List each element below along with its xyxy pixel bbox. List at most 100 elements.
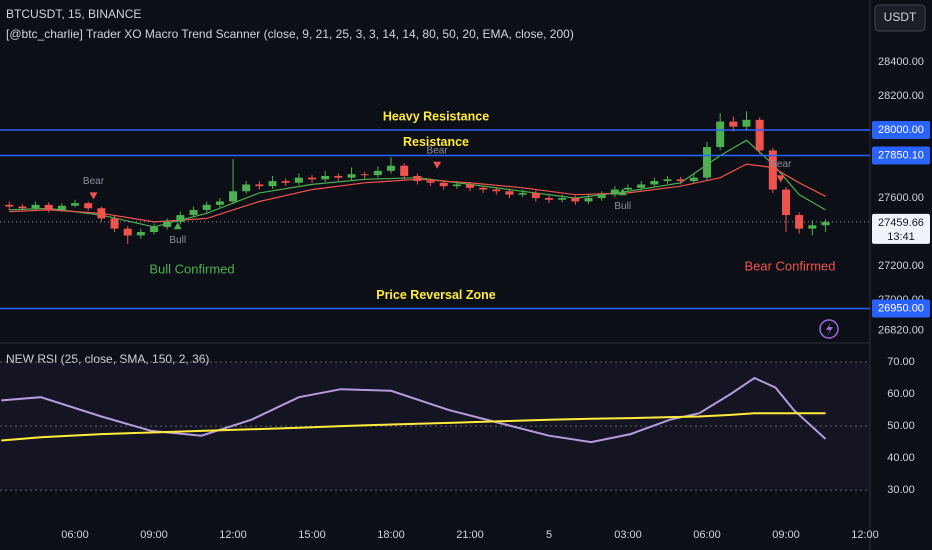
candle-body <box>808 225 817 229</box>
candle-body <box>281 181 290 183</box>
candle-body <box>716 121 725 148</box>
candle-body <box>676 179 685 182</box>
candle-body <box>255 184 264 187</box>
indicator-title: [@btc_charlie] Trader XO Macro Trend Sca… <box>6 27 574 41</box>
candle-body <box>637 184 646 188</box>
candle-body <box>518 192 527 195</box>
line-series <box>1 412 826 442</box>
candle-body <box>5 204 14 207</box>
candle-body <box>334 175 343 178</box>
x-tick-label: 12:00 <box>219 529 247 541</box>
alert-bolt <box>826 322 833 336</box>
level-badge <box>872 299 930 318</box>
level-badge-label: 28000.00 <box>878 124 924 136</box>
y-tick-label: 27600.00 <box>878 192 924 204</box>
candle-body <box>689 177 698 182</box>
y-tick-label: 26820.00 <box>878 325 924 337</box>
candle-body <box>479 187 488 190</box>
y-tick-label: 28400.00 <box>878 56 924 68</box>
candle-body <box>347 174 356 178</box>
signal-label: Bull <box>169 235 186 246</box>
candle-body <box>545 198 554 200</box>
y-tick-label: 30.00 <box>887 484 915 496</box>
chart-title: BTCUSDT, 15, BINANCE <box>6 7 141 21</box>
currency-button[interactable] <box>874 4 926 32</box>
candle-body <box>229 191 238 202</box>
signal-label: Bear <box>770 159 792 170</box>
signal-label: Bear <box>427 145 449 156</box>
candle-body <box>294 177 303 183</box>
candle-body <box>150 226 159 233</box>
x-tick-label: 03:00 <box>614 529 642 541</box>
candle-body <box>189 209 198 216</box>
candle-body <box>452 184 461 187</box>
signal-marker <box>776 175 785 183</box>
candle-body <box>610 189 619 195</box>
x-tick-label: 06:00 <box>61 529 89 541</box>
candle-body <box>31 204 40 209</box>
candle-body <box>624 187 633 190</box>
candle-body <box>387 165 396 171</box>
y-tick-label: 50.00 <box>887 420 915 432</box>
candle-body <box>413 175 422 182</box>
candle-body <box>242 184 251 192</box>
candle-body <box>202 204 211 210</box>
signal-label: Bear <box>83 176 105 187</box>
candle-body <box>729 121 738 127</box>
candle-body <box>571 198 580 202</box>
x-tick-label: 06:00 <box>693 529 721 541</box>
level-badge-label: 26950.00 <box>878 302 924 314</box>
signal-marker <box>618 188 627 196</box>
y-tick-label: 60.00 <box>887 388 915 400</box>
candle-body <box>755 119 764 151</box>
candle-body <box>663 179 672 182</box>
alert-icon[interactable] <box>819 319 839 339</box>
candle-body <box>308 177 317 180</box>
last-price-badge <box>872 213 930 244</box>
level-badge <box>872 121 930 140</box>
candle-body <box>531 192 540 199</box>
countdown-label: 13:41 <box>887 231 915 243</box>
level-name: Heavy Resistance <box>383 109 489 123</box>
candle-body <box>742 119 751 127</box>
y-tick-label: 70.00 <box>887 356 915 368</box>
signal-label: Bull <box>614 201 631 212</box>
candle-body <box>268 181 277 187</box>
candle-body <box>558 198 567 200</box>
candle-body <box>584 198 593 202</box>
level-badge <box>872 146 930 165</box>
currency-label: USDT <box>884 10 917 24</box>
candle-body <box>360 174 369 176</box>
candle-body <box>176 215 185 222</box>
level-badge-label: 27850.10 <box>878 149 924 161</box>
level-name: Price Reversal Zone <box>376 288 496 302</box>
candle-body <box>110 218 119 229</box>
candle-body <box>84 203 93 209</box>
candle-body <box>97 208 106 219</box>
candle-body <box>597 194 606 199</box>
level-name: Resistance <box>403 135 469 149</box>
candle-body <box>18 206 27 209</box>
candle-body <box>505 191 514 195</box>
y-tick-label: 28200.00 <box>878 90 924 102</box>
candle-body <box>795 215 804 229</box>
candle-body <box>373 170 382 176</box>
candle-body <box>321 175 330 180</box>
candle-body <box>136 232 145 236</box>
x-tick-label: 18:00 <box>377 529 405 541</box>
candle-body <box>71 203 80 206</box>
rsi-title: NEW RSI (25, close, SMA, 150, 2, 36) <box>6 352 209 366</box>
candle-body <box>439 182 448 187</box>
x-tick-label: 12:00 <box>851 529 879 541</box>
candle-body <box>821 221 830 226</box>
candle-body <box>650 181 659 185</box>
x-tick-label: 15:00 <box>298 529 326 541</box>
x-tick-label: 09:00 <box>140 529 168 541</box>
candle-body <box>703 147 712 178</box>
y-tick-label: 40.00 <box>887 452 915 464</box>
candle-body <box>163 221 172 227</box>
last-price-label: 27459.66 <box>878 217 924 229</box>
x-tick-label: 09:00 <box>772 529 800 541</box>
